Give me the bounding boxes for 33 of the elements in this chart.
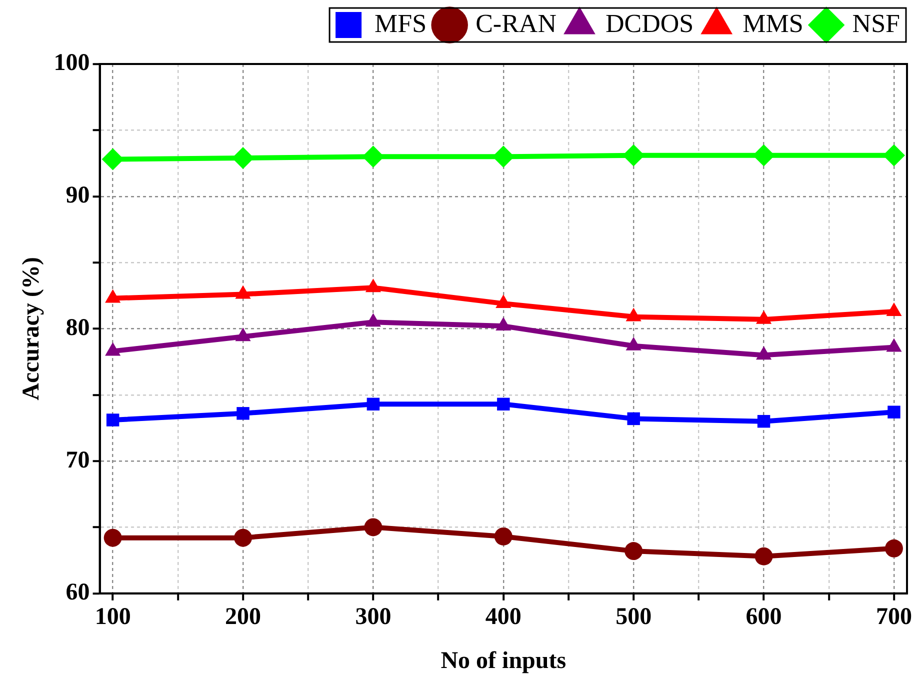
point [624,542,643,560]
point [234,528,252,547]
legend-label: DCDOS [605,8,694,38]
point [494,527,512,546]
legend-label: MFS [374,8,427,38]
y-tick-label: 100 [54,50,90,76]
x-tick-label: 400 [485,604,522,630]
point [884,539,903,558]
x-axis-title: No of inputs [440,648,566,674]
point [366,398,380,411]
y-tick-label: 60 [66,580,90,606]
y-tick-label: 90 [66,182,90,209]
x-tick-label: 700 [876,604,912,630]
legend-label: C-RAN [476,8,557,38]
point [236,407,250,420]
legend-label: MMS [742,8,804,38]
x-tick-label: 500 [616,604,652,630]
y-axis-title: Accuracy (%) [18,257,45,400]
legend-label: NSF [852,8,900,38]
y-tick-label: 70 [66,447,90,474]
point [497,398,510,411]
point [627,412,640,426]
y-tick-label: 80 [66,314,90,341]
point [364,518,382,536]
x-tick-label: 300 [355,604,392,630]
x-tick-label: 100 [94,604,131,630]
x-tick-label: 200 [225,604,262,630]
point [757,414,770,428]
point [888,406,900,418]
point [106,414,120,426]
point [754,547,773,566]
x-tick-label: 600 [746,604,782,630]
point [104,528,122,547]
